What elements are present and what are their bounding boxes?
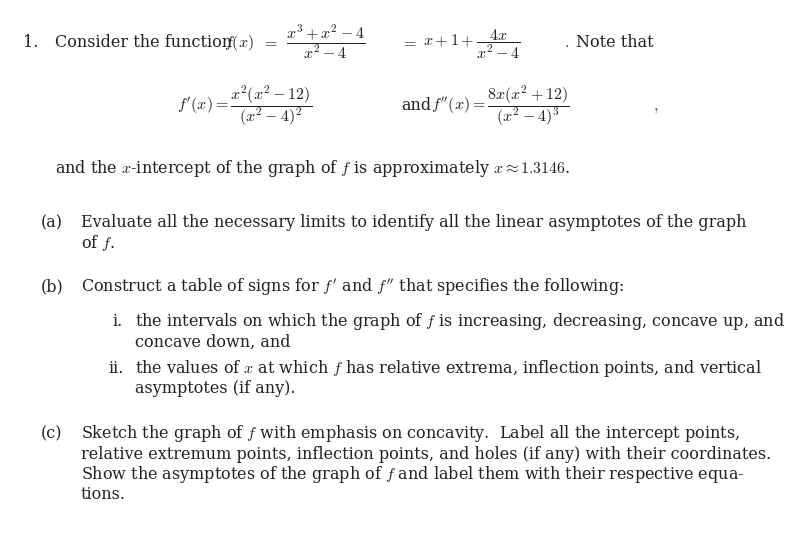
- Text: asymptotes (if any).: asymptotes (if any).: [135, 380, 296, 397]
- Text: Show the asymptotes of the graph of $f$ and label them with their respective equ: Show the asymptotes of the graph of $f$ …: [81, 464, 744, 485]
- Text: 1.: 1.: [23, 33, 38, 50]
- Text: $\dfrac{x^3 + x^2 - 4}{x^2 - 4}$: $\dfrac{x^3 + x^2 - 4}{x^2 - 4}$: [286, 22, 366, 62]
- Text: of $f$.: of $f$.: [81, 233, 114, 253]
- Text: $,\,$: $,\,$: [653, 98, 659, 115]
- Text: ii.: ii.: [109, 359, 124, 376]
- Text: Evaluate all the necessary limits to identify all the linear asymptotes of the g: Evaluate all the necessary limits to ide…: [81, 214, 746, 231]
- Text: Construct a table of signs for $f'$ and $f''$ that specifies the following:: Construct a table of signs for $f'$ and …: [81, 276, 624, 298]
- Text: $.\ $: $.\ $: [564, 33, 569, 50]
- Text: Consider the function: Consider the function: [55, 33, 232, 50]
- Text: the intervals on which the graph of $f$ is increasing, decreasing, concave up, a: the intervals on which the graph of $f$ …: [135, 311, 785, 332]
- Text: concave down, and: concave down, and: [135, 333, 291, 350]
- Text: and: and: [401, 96, 431, 113]
- Text: $x + 1 + \dfrac{4x}{x^2 - 4}$: $x + 1 + \dfrac{4x}{x^2 - 4}$: [423, 27, 521, 61]
- Text: $f(x)$: $f(x)$: [224, 32, 254, 53]
- Text: $=$: $=$: [401, 33, 417, 50]
- Text: (a): (a): [40, 214, 62, 231]
- Text: and the $x$-intercept of the graph of $f$ is approximately $x \approx 1.3146$.: and the $x$-intercept of the graph of $f…: [55, 158, 571, 179]
- Text: Sketch the graph of $f$ with emphasis on concavity.  Label all the intercept poi: Sketch the graph of $f$ with emphasis on…: [81, 424, 739, 444]
- Text: i.: i.: [113, 313, 123, 330]
- Text: (c): (c): [40, 425, 62, 442]
- Text: $f''(x) = \dfrac{8x(x^2 + 12)}{(x^2 - 4)^3}$: $f''(x) = \dfrac{8x(x^2 + 12)}{(x^2 - 4)…: [431, 83, 570, 129]
- Text: $f'(x) = \dfrac{x^2(x^2 - 12)}{(x^2 - 4)^2}$: $f'(x) = \dfrac{x^2(x^2 - 12)}{(x^2 - 4)…: [177, 83, 313, 129]
- Text: Note that: Note that: [576, 33, 654, 50]
- Text: the values of $x$ at which $f$ has relative extrema, inflection points, and vert: the values of $x$ at which $f$ has relat…: [135, 358, 762, 379]
- Text: (b): (b): [40, 278, 63, 295]
- Text: tions.: tions.: [81, 486, 126, 503]
- Text: $=$: $=$: [262, 33, 278, 50]
- Text: relative extremum points, inflection points, and holes (if any) with their coord: relative extremum points, inflection poi…: [81, 446, 771, 463]
